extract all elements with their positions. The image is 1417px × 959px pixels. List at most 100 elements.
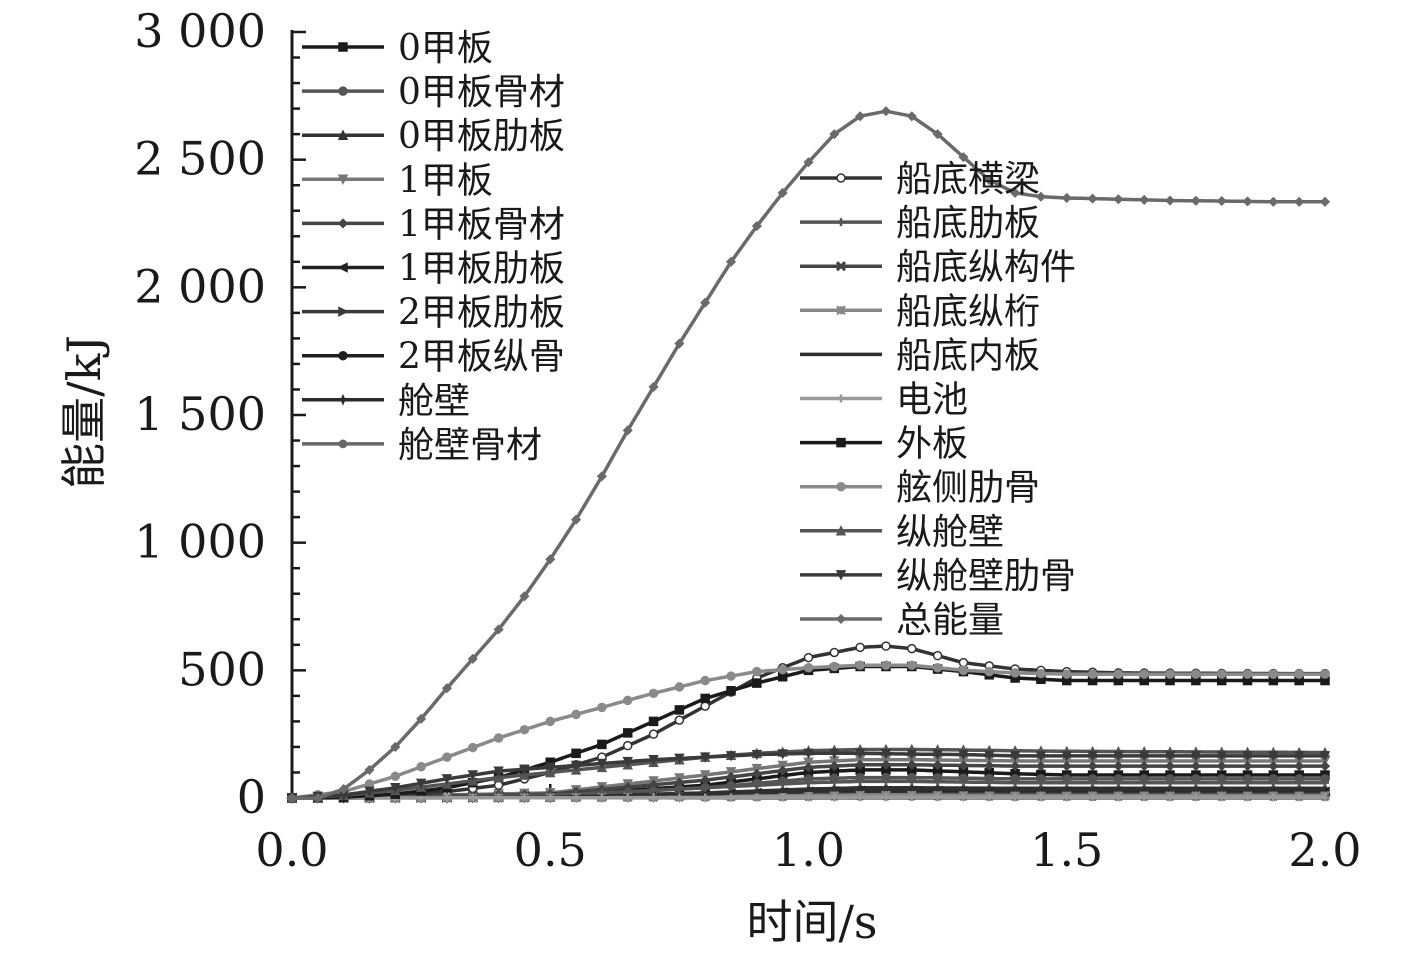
series-17 — [287, 660, 1330, 803]
data-point — [519, 724, 530, 735]
data-point — [1243, 778, 1252, 787]
data-point — [674, 338, 685, 349]
data-point — [1191, 669, 1201, 679]
legend-left: 0甲板0甲板骨材0甲板肋板1甲板1甲板骨材1甲板肋板2甲板肋板2甲板纵骨舱壁舱壁… — [302, 28, 565, 466]
data-point — [1113, 761, 1124, 772]
data-point — [1113, 194, 1124, 205]
y-tick-label: 0 — [237, 770, 266, 824]
data-point — [1087, 193, 1098, 204]
data-point — [467, 775, 478, 786]
legend-label: 船底横梁 — [896, 159, 1040, 200]
data-point — [1216, 751, 1227, 762]
data-point — [1319, 196, 1331, 207]
data-point — [1294, 761, 1305, 772]
legend-label: 船底纵构件 — [896, 247, 1076, 288]
legend-item: 0甲板骨材 — [302, 72, 565, 113]
y-axis-title: 能量/kJ — [57, 335, 111, 489]
data-point — [1035, 761, 1046, 772]
data-point — [829, 647, 840, 658]
legend-item: 船底横梁 — [800, 159, 1040, 200]
data-point — [700, 297, 711, 308]
data-point — [725, 767, 737, 778]
data-point — [836, 305, 846, 316]
data-point — [571, 748, 581, 759]
data-point — [700, 675, 710, 686]
data-point — [493, 771, 504, 783]
legend-item: 外板 — [800, 424, 968, 465]
data-point — [570, 760, 582, 772]
data-point — [958, 665, 969, 676]
data-point — [829, 748, 840, 759]
data-point — [1165, 669, 1175, 679]
data-point — [803, 762, 814, 773]
data-point — [906, 111, 917, 122]
data-point — [1113, 751, 1124, 762]
data-point — [571, 709, 581, 720]
data-point — [390, 771, 401, 782]
data-point — [1319, 751, 1331, 762]
data-point — [777, 760, 788, 772]
data-point — [1164, 761, 1176, 772]
legend-item: 1甲板 — [302, 160, 493, 201]
data-point — [1114, 778, 1123, 787]
data-point — [1268, 751, 1279, 762]
data-point — [1010, 761, 1021, 772]
data-point — [836, 437, 846, 448]
data-point — [836, 481, 846, 492]
data-point — [648, 716, 659, 727]
data-point — [648, 381, 659, 392]
data-point — [1191, 778, 1200, 787]
data-point — [597, 739, 607, 750]
data-point — [984, 175, 995, 186]
data-point — [364, 764, 375, 775]
data-point — [932, 129, 943, 140]
legend-label: 电池 — [896, 380, 968, 421]
data-point — [880, 759, 892, 770]
data-point — [338, 42, 348, 52]
data-point — [441, 774, 453, 785]
legend-label: 舱壁 — [398, 381, 470, 422]
data-point — [674, 715, 685, 725]
legend-label: 0甲板 — [398, 28, 493, 69]
data-point — [648, 688, 659, 699]
data-point — [337, 129, 349, 140]
data-point — [1293, 751, 1305, 762]
legend: 0甲板0甲板骨材0甲板肋板1甲板1甲板骨材1甲板肋板2甲板肋板2甲板纵骨舱壁舱壁… — [302, 28, 1076, 641]
data-point — [1062, 778, 1071, 787]
x-tick-label: 1.5 — [1030, 823, 1103, 877]
legend-item: 1甲板骨材 — [302, 204, 565, 245]
data-point — [984, 666, 995, 677]
data-point — [835, 613, 847, 625]
data-point — [468, 742, 478, 753]
data-point — [545, 762, 556, 774]
data-point — [1268, 196, 1279, 207]
data-point — [958, 657, 969, 668]
data-point — [1087, 761, 1098, 772]
data-point — [835, 525, 847, 536]
data-point — [1011, 778, 1020, 787]
data-point — [1088, 778, 1097, 787]
data-point — [622, 425, 633, 436]
data-point — [337, 262, 348, 273]
data-point — [778, 779, 787, 788]
data-point — [835, 570, 847, 581]
legend-item: 船底纵构件 — [800, 247, 1076, 288]
data-point — [906, 749, 918, 760]
data-point — [312, 792, 323, 804]
data-point — [1294, 669, 1304, 679]
data-point — [777, 765, 788, 776]
legend-item: 舷侧肋骨 — [800, 468, 1040, 509]
data-point — [648, 729, 659, 739]
y-tick-label: 500 — [178, 642, 266, 696]
data-point — [338, 306, 349, 317]
data-point — [855, 642, 865, 653]
data-point — [984, 760, 995, 771]
data-point — [907, 660, 917, 670]
data-point — [933, 777, 942, 786]
data-point — [803, 748, 814, 759]
data-point — [571, 514, 582, 525]
data-point — [1166, 778, 1175, 787]
data-point — [752, 678, 762, 688]
legend-label: 纵舱壁 — [896, 512, 1004, 553]
data-point — [751, 763, 763, 775]
